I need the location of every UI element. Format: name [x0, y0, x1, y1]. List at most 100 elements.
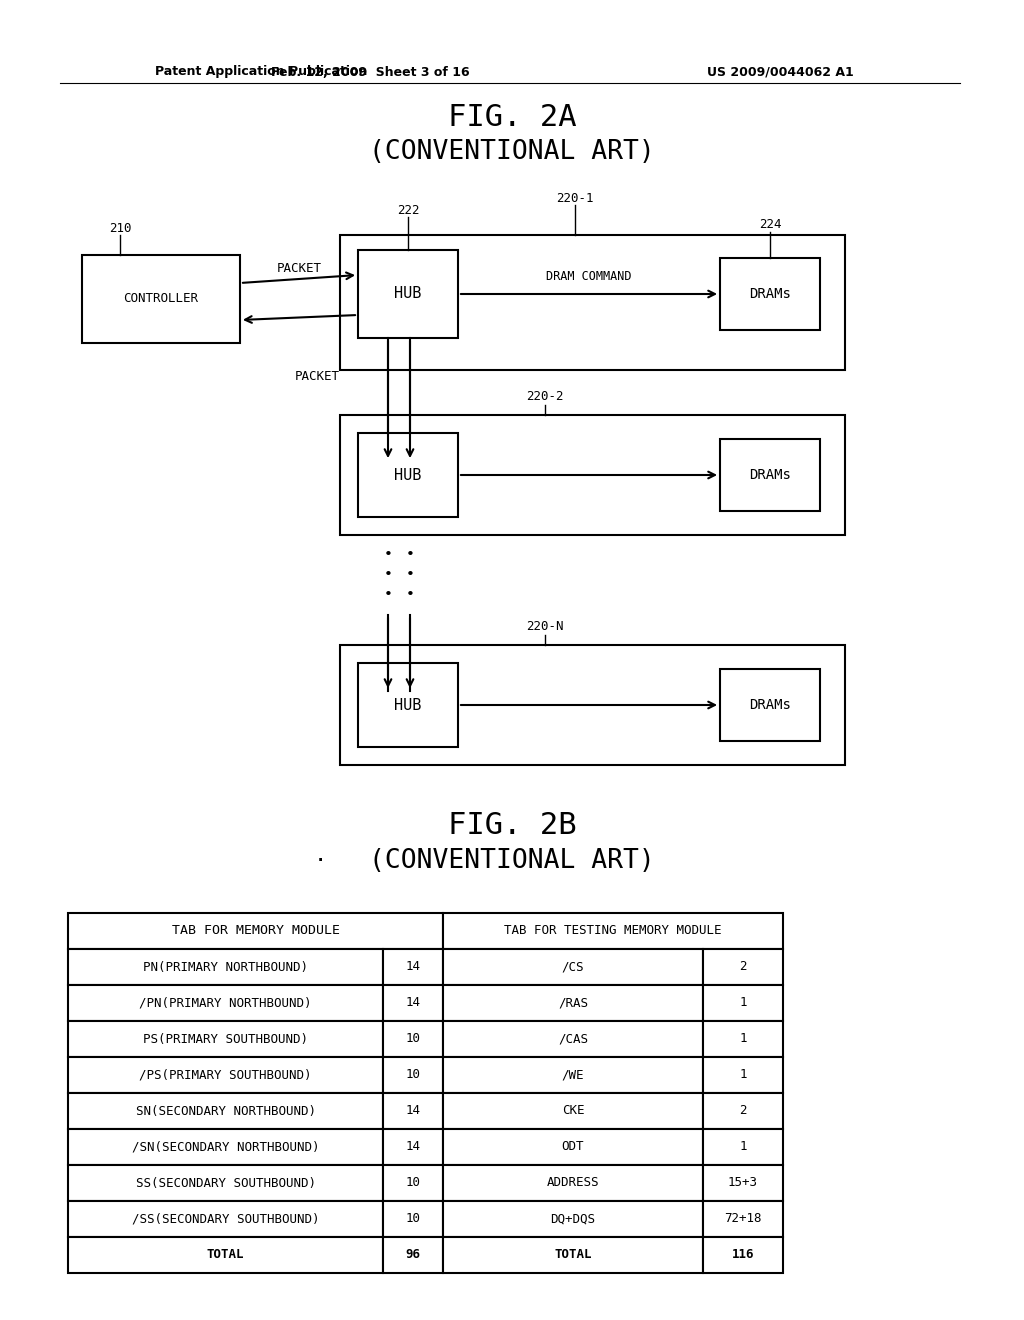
Text: DRAM COMMAND: DRAM COMMAND	[546, 269, 632, 282]
Bar	[383, 949, 443, 985]
Text: HUB: HUB	[394, 286, 422, 301]
Text: 224: 224	[759, 219, 781, 231]
Text: 116: 116	[732, 1249, 755, 1262]
Bar	[358, 433, 458, 517]
Bar	[443, 913, 783, 949]
Bar	[68, 1166, 383, 1201]
Text: Patent Application Publication: Patent Application Publication	[155, 66, 368, 78]
Bar	[340, 414, 845, 535]
Text: 220-2: 220-2	[526, 391, 564, 404]
Text: 210: 210	[109, 222, 131, 235]
Bar	[703, 1057, 783, 1093]
Text: SN(SECONDARY NORTHBOUND): SN(SECONDARY NORTHBOUND)	[135, 1105, 315, 1118]
Text: 1: 1	[739, 1140, 746, 1154]
Text: ADDRESS: ADDRESS	[547, 1176, 599, 1189]
Text: US 2009/0044062 A1: US 2009/0044062 A1	[707, 66, 853, 78]
Text: /CS: /CS	[562, 961, 585, 974]
Bar	[703, 1237, 783, 1272]
Text: DRAMs: DRAMs	[750, 698, 791, 711]
Bar	[68, 1057, 383, 1093]
Bar	[383, 1166, 443, 1201]
Text: •: •	[406, 548, 415, 562]
Bar	[383, 1237, 443, 1272]
Bar	[68, 1093, 383, 1129]
Text: •: •	[406, 568, 415, 582]
Text: /RAS: /RAS	[558, 997, 588, 1010]
Text: •: •	[384, 548, 392, 562]
Bar	[68, 913, 443, 949]
Bar	[443, 1020, 703, 1057]
Bar	[383, 1093, 443, 1129]
Bar	[383, 985, 443, 1020]
Bar	[703, 949, 783, 985]
Bar	[703, 1093, 783, 1129]
Bar	[82, 255, 240, 343]
Text: HUB: HUB	[394, 697, 422, 713]
Text: /CAS: /CAS	[558, 1032, 588, 1045]
Text: 222: 222	[396, 203, 419, 216]
Text: PACKET: PACKET	[295, 370, 340, 383]
Text: 14: 14	[406, 1105, 421, 1118]
Bar	[443, 985, 703, 1020]
Text: DQ+DQS: DQ+DQS	[551, 1213, 596, 1225]
Bar	[703, 985, 783, 1020]
Text: ·: ·	[313, 851, 327, 871]
Text: (CONVENTIONAL ART): (CONVENTIONAL ART)	[369, 139, 655, 165]
Text: TOTAL: TOTAL	[207, 1249, 245, 1262]
Text: HUB: HUB	[394, 467, 422, 483]
Text: 2: 2	[739, 961, 746, 974]
Text: PACKET: PACKET	[276, 263, 322, 276]
Text: PN(PRIMARY NORTHBOUND): PN(PRIMARY NORTHBOUND)	[143, 961, 308, 974]
Text: 96: 96	[406, 1249, 421, 1262]
Text: /WE: /WE	[562, 1068, 585, 1081]
Text: 10: 10	[406, 1176, 421, 1189]
Text: 10: 10	[406, 1068, 421, 1081]
Bar	[383, 1020, 443, 1057]
Bar	[383, 1129, 443, 1166]
Text: 14: 14	[406, 997, 421, 1010]
Bar	[443, 1166, 703, 1201]
Text: •: •	[406, 587, 415, 602]
Text: 15+3: 15+3	[728, 1176, 758, 1189]
Bar	[443, 1129, 703, 1166]
Text: /PN(PRIMARY NORTHBOUND): /PN(PRIMARY NORTHBOUND)	[139, 997, 311, 1010]
Bar	[383, 1057, 443, 1093]
Bar	[443, 949, 703, 985]
Bar	[358, 663, 458, 747]
Text: /PS(PRIMARY SOUTHBOUND): /PS(PRIMARY SOUTHBOUND)	[139, 1068, 311, 1081]
Text: SS(SECONDARY SOUTHBOUND): SS(SECONDARY SOUTHBOUND)	[135, 1176, 315, 1189]
Bar	[340, 645, 845, 766]
Text: 72+18: 72+18	[724, 1213, 762, 1225]
Text: (CONVENTIONAL ART): (CONVENTIONAL ART)	[369, 847, 655, 874]
Text: /SN(SECONDARY NORTHBOUND): /SN(SECONDARY NORTHBOUND)	[132, 1140, 319, 1154]
Text: 220-1: 220-1	[556, 191, 594, 205]
Bar	[703, 1129, 783, 1166]
Bar	[443, 1057, 703, 1093]
Text: Feb. 12, 2009  Sheet 3 of 16: Feb. 12, 2009 Sheet 3 of 16	[270, 66, 469, 78]
Text: 10: 10	[406, 1213, 421, 1225]
Bar	[703, 1166, 783, 1201]
Text: 1: 1	[739, 997, 746, 1010]
Text: FIG. 2A: FIG. 2A	[447, 103, 577, 132]
Text: DRAMs: DRAMs	[750, 469, 791, 482]
Bar	[358, 249, 458, 338]
Bar	[68, 1237, 383, 1272]
Text: 1: 1	[739, 1068, 746, 1081]
Bar	[443, 1093, 703, 1129]
Bar	[68, 985, 383, 1020]
Text: FIG. 2B: FIG. 2B	[447, 810, 577, 840]
Bar	[340, 235, 845, 370]
Bar	[443, 1201, 703, 1237]
Text: CONTROLLER: CONTROLLER	[124, 293, 199, 305]
Bar	[68, 949, 383, 985]
Text: •: •	[384, 587, 392, 602]
Text: DRAMs: DRAMs	[750, 286, 791, 301]
Text: 10: 10	[406, 1032, 421, 1045]
Text: TAB FOR TESTING MEMORY MODULE: TAB FOR TESTING MEMORY MODULE	[504, 924, 722, 937]
Text: 14: 14	[406, 1140, 421, 1154]
Text: 2: 2	[739, 1105, 746, 1118]
Bar	[703, 1201, 783, 1237]
Text: •: •	[384, 568, 392, 582]
Text: 14: 14	[406, 961, 421, 974]
Text: CKE: CKE	[562, 1105, 585, 1118]
